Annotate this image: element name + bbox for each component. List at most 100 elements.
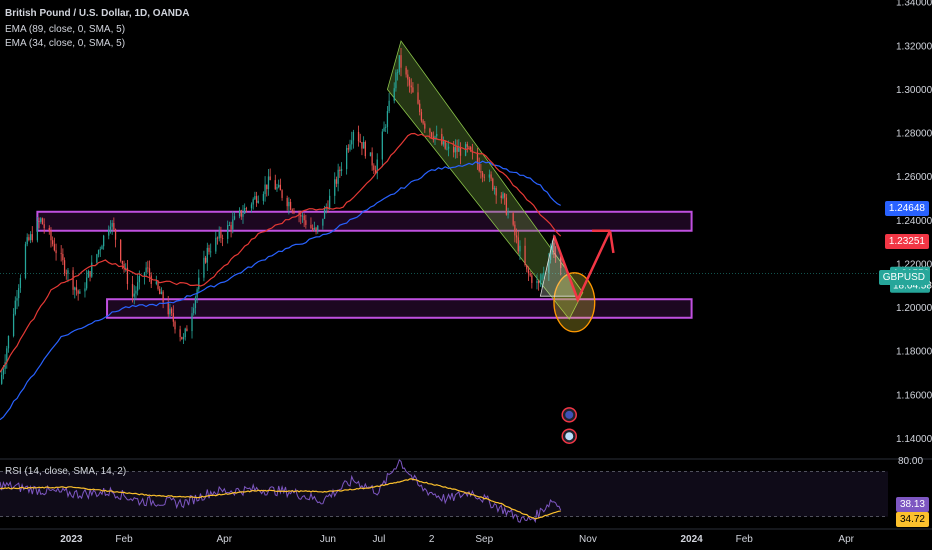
- candle: [538, 279, 540, 291]
- candle-body: [24, 244, 27, 278]
- candle: [359, 133, 361, 143]
- candle-body: [349, 144, 351, 150]
- candle-body: [43, 224, 45, 229]
- candle: [86, 269, 88, 291]
- candle-body: [514, 224, 516, 236]
- candle-body: [125, 267, 127, 269]
- rsi-axis-label: 80.00: [898, 456, 923, 467]
- candle: [121, 260, 123, 270]
- candle: [174, 320, 176, 334]
- ema89-legend[interactable]: EMA (89, close, 0, SMA, 5): [5, 24, 126, 35]
- candle-body: [19, 277, 22, 289]
- candle: [114, 228, 117, 248]
- candle-body: [417, 92, 419, 104]
- candle-body: [424, 123, 426, 129]
- candle-body: [301, 215, 304, 217]
- candle-body: [529, 273, 531, 276]
- candle: [393, 82, 395, 104]
- ema34-legend[interactable]: EMA (34, close, 0, SMA, 5): [5, 38, 126, 49]
- candle-body: [7, 335, 10, 349]
- candle-body: [31, 234, 33, 241]
- candle: [312, 224, 314, 232]
- candle: [143, 271, 146, 285]
- candle-body: [65, 272, 67, 274]
- candle-body: [108, 229, 110, 236]
- candle-body: [524, 245, 526, 266]
- candle-body: [500, 195, 502, 198]
- candle-body: [40, 218, 42, 222]
- candle: [52, 236, 54, 247]
- descending-channel: [386, 40, 584, 320]
- price-axis-label: 1.30000: [896, 85, 932, 96]
- candle-body: [147, 267, 149, 269]
- candle-body: [245, 208, 248, 209]
- candle-body: [340, 169, 343, 172]
- candle: [220, 226, 222, 243]
- candle: [63, 257, 66, 277]
- candle: [232, 211, 234, 234]
- candle: [255, 191, 258, 207]
- candle-body: [77, 290, 79, 294]
- candle-body: [29, 234, 32, 241]
- candle-body: [293, 210, 295, 214]
- rsi-value-tag: 38.13: [895, 497, 929, 512]
- candle-body: [170, 308, 173, 314]
- candle: [96, 253, 98, 266]
- candle-body: [315, 227, 317, 231]
- candle-body: [560, 256, 562, 269]
- rsi-legend[interactable]: RSI (14, close, SMA, 14, 2): [5, 466, 127, 477]
- candle: [43, 218, 45, 234]
- candle-body: [281, 190, 283, 198]
- candle-body: [126, 267, 129, 284]
- candle-body: [303, 215, 305, 221]
- price-axis-label: 1.28000: [896, 129, 932, 140]
- candle-body: [26, 237, 28, 245]
- candle: [6, 345, 8, 369]
- candle: [50, 227, 52, 248]
- candle-body: [442, 141, 445, 145]
- candle-body: [74, 287, 76, 290]
- candle-body: [60, 253, 62, 254]
- candle: [488, 169, 491, 183]
- candle: [218, 226, 220, 242]
- symbol-tag: GBPUSD: [878, 270, 929, 285]
- candle-body: [519, 245, 521, 252]
- candle: [162, 290, 164, 309]
- candle-body: [53, 244, 56, 251]
- candle: [262, 191, 265, 205]
- candle: [459, 142, 462, 165]
- candle-body: [230, 225, 232, 230]
- candle-body: [221, 238, 224, 239]
- candle: [374, 165, 377, 174]
- candle: [87, 269, 89, 278]
- candle-body: [159, 288, 161, 295]
- candle: [159, 286, 161, 295]
- candle-body: [238, 210, 241, 217]
- candle: [136, 274, 139, 296]
- candle: [89, 270, 91, 282]
- ema89-price-tag: 1.24648: [884, 201, 929, 216]
- candle: [41, 217, 44, 225]
- candle: [396, 69, 399, 81]
- candle: [126, 259, 129, 290]
- time-axis-label: Jun: [320, 534, 336, 545]
- candle-body: [41, 218, 44, 225]
- candle: [531, 272, 533, 289]
- candle: [74, 286, 76, 299]
- candle: [470, 146, 472, 152]
- candles: [1, 47, 562, 385]
- candle: [444, 140, 446, 150]
- candle-body: [470, 147, 472, 151]
- candle: [31, 226, 33, 243]
- candle: [352, 129, 355, 149]
- candle-body: [483, 176, 485, 178]
- candle-body: [111, 223, 113, 227]
- rsi-band: [0, 471, 888, 517]
- candle-body: [541, 274, 543, 281]
- candle-body: [517, 237, 519, 252]
- candle-body: [352, 131, 355, 141]
- candle: [507, 207, 509, 219]
- candle-body: [429, 128, 431, 133]
- candle-body: [1, 374, 3, 384]
